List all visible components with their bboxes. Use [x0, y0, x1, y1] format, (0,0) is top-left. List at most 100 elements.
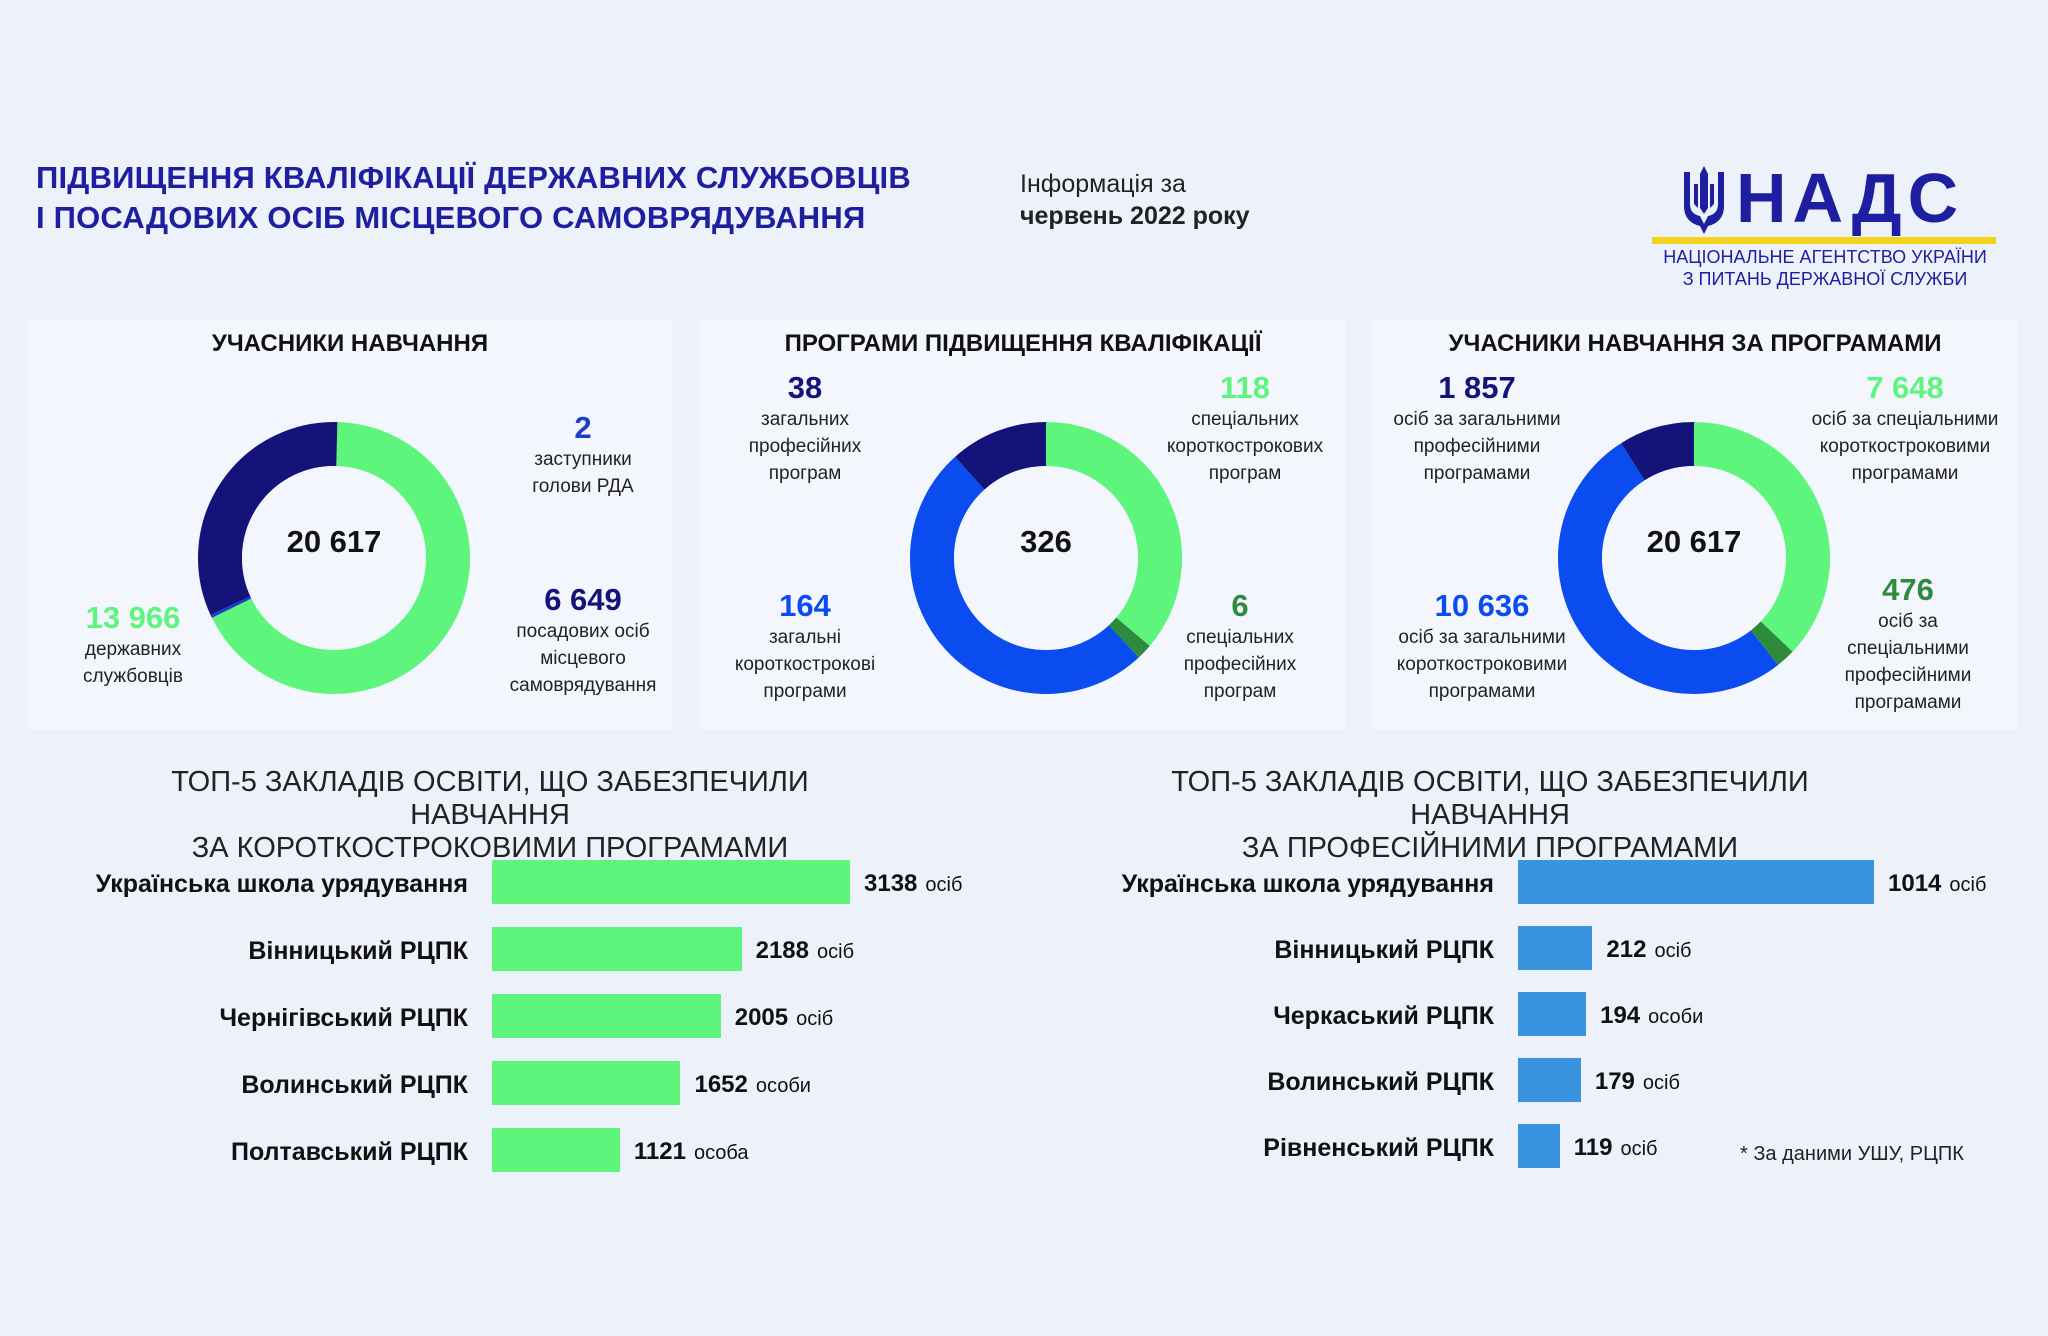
label-line: програм [1208, 463, 1282, 484]
bar-category-label: Волинський РЦПК [1267, 1068, 1494, 1096]
donut-segment [955, 422, 1047, 491]
bar-category-label: Вінницький РЦПК [248, 937, 468, 965]
legend-civil-servants: 13 966 державних службовців [48, 600, 218, 690]
bar-value: 1652 [694, 1071, 748, 1098]
bar-category-label: Вінницький РЦПК [1274, 936, 1494, 964]
value: 1 857 [1438, 370, 1516, 405]
bar [1518, 860, 1874, 904]
bar [492, 1128, 620, 1172]
bar-category-label: Полтавський РЦПК [230, 1138, 468, 1166]
logo-subtitle-line-2: З ПИТАНЬ ДЕРЖАВНОЇ СЛУЖБИ [1682, 269, 1968, 289]
bar-value: 179 [1594, 1068, 1635, 1095]
panel-title: УЧАСНИКИ НАВЧАННЯ ЗА ПРОГРАМАМИ [1448, 330, 1942, 357]
panel-participants: УЧАСНИКИ НАВЧАННЯ 20 617 13 966 державни… [28, 320, 672, 730]
bar-value-label: 1652 особи [694, 1071, 811, 1099]
donut-hole [954, 466, 1138, 650]
panel-title: ПРОГРАМИ ПІДВИЩЕННЯ КВАЛІФІКАЦІЇ [784, 330, 1262, 357]
bar-chart-professional-programs: Українська школа урядування 1014 осіб Вінни… [1024, 860, 2048, 1180]
label-line: програм [1203, 681, 1277, 702]
label-line: службовців [83, 666, 183, 687]
label-line: спеціальними [1847, 638, 1969, 659]
logo-accent-bar [1652, 237, 1996, 244]
bar-value: 2005 [734, 1004, 789, 1031]
title-line-1: ПІДВИЩЕННЯ КВАЛІФІКАЦІЇ ДЕРЖАВНИХ СЛУЖБО… [36, 160, 911, 195]
bar-unit: осіб [925, 874, 963, 896]
bar-category-label: Українська школа урядування [95, 870, 468, 898]
label-line: програми [763, 681, 847, 702]
value: 118 [1219, 370, 1270, 405]
value: 10 636 [1434, 588, 1530, 623]
label-line: осіб за [1878, 611, 1938, 632]
bar-value: 194 [1600, 1002, 1641, 1029]
bar-chart-short-title: ТОП-5 ЗАКЛАДІВ ОСВІТИ, ЩО ЗАБЕЗПЕЧИЛИ НА… [100, 766, 880, 865]
logo-subtitle-line-1: НАЦІОНАЛЬНЕ АГЕНТСТВО УКРАЇНИ [1663, 247, 1987, 267]
bar-value-label: 179 осіб [1595, 1068, 1680, 1096]
title-line-1: ТОП-5 ЗАКЛАДІВ ОСВІТИ, ЩО ЗАБЕЗПЕЧИЛИ НА… [171, 766, 809, 831]
donut-segment [1108, 617, 1150, 658]
label-line: професійних [1183, 654, 1297, 675]
donut-segment [198, 422, 338, 615]
bar-value: 119 [1573, 1134, 1613, 1161]
donut-chart-programs [910, 422, 1182, 694]
bar-value: 212 [1606, 936, 1647, 963]
bar-unit: особи [1648, 1006, 1704, 1028]
bar-value-label: 212 осіб [1606, 936, 1691, 964]
panel-participants-by-program: УЧАСНИКИ НАВЧАННЯ ЗА ПРОГРАМАМИ 20 617 1… [1372, 320, 2018, 730]
label-line: професійних [748, 436, 862, 457]
label-line: загальні [768, 627, 842, 648]
title-line-2: ЗА КОРОТКОСТРОКОВИМИ ПРОГРАМАМИ [191, 832, 789, 864]
bar [492, 860, 850, 904]
bar-unit: осіб [796, 1008, 834, 1030]
legend-general-professional-participants: 1 857 осіб за загальними професійними пр… [1372, 370, 1582, 487]
label-line: програмами [1851, 463, 1959, 484]
report-period: Інформація за червень 2022 року [1020, 168, 1250, 232]
legend-special-short-participants: 7 648 осіб за спеціальними короткостроко… [1792, 370, 2018, 487]
label-line: програмами [1423, 463, 1531, 484]
value: 38 [787, 370, 823, 405]
donut-hole [1602, 466, 1786, 650]
trident-icon [1684, 166, 1724, 234]
bar-unit: осіб [1642, 1072, 1680, 1094]
bar [1518, 1124, 1560, 1168]
bar-value-label: 3138 осіб [864, 870, 962, 898]
label-line: програмами [1428, 681, 1536, 702]
label-line: голови РДА [532, 476, 634, 497]
donut-hole [242, 466, 426, 650]
bar-category-label: Українська школа урядування [1121, 870, 1494, 898]
title-line-1: ТОП-5 ЗАКЛАДІВ ОСВІТИ, ЩО ЗАБЕЗПЕЧИЛИ НА… [1171, 766, 1809, 831]
label-line: спеціальних [1191, 409, 1299, 430]
legend-special-short: 118 спеціальних короткострокових програм [1150, 370, 1340, 487]
title-line-2: І ПОСАДОВИХ ОСІБ МІСЦЕВОГО САМОВРЯДУВАНН… [36, 200, 866, 235]
legend-local-officials: 6 649 посадових осіб місцевого самовряду… [468, 582, 698, 699]
footnote: * За даними УШУ, РЦПК [1740, 1143, 1964, 1165]
panel-programs: ПРОГРАМИ ПІДВИЩЕННЯ КВАЛІФІКАЦІЇ 326 38 … [700, 320, 1346, 730]
title-line-2: ЗА ПРОФЕСІЙНИМИ ПРОГРАМАМИ [1241, 832, 1739, 864]
label-line: державних [84, 639, 182, 660]
nads-logo: НАДС НАЦІОНАЛЬНЕ АГЕНТСТВО УКРАЇНИ З ПИТ… [1640, 160, 2020, 292]
label-line: програм [768, 463, 842, 484]
donut-segment [1045, 422, 1182, 646]
bar [1518, 1058, 1581, 1102]
value: 164 [779, 588, 831, 623]
legend-general-professional: 38 загальних професійних програм [710, 370, 900, 487]
period-line-1: Інформація за [1020, 170, 1186, 198]
label-line: професійними [1413, 436, 1541, 457]
bar-category-label: Чернігівський РЦПК [219, 1004, 468, 1032]
bar-value: 3138 [864, 870, 918, 897]
value: 476 [1882, 572, 1934, 607]
donut-total: 20 617 [286, 524, 382, 559]
label-line: загальних [761, 409, 849, 430]
bar [492, 994, 721, 1038]
bar [492, 1061, 681, 1105]
bar-chart-professional-title: ТОП-5 ЗАКЛАДІВ ОСВІТИ, ЩО ЗАБЕЗПЕЧИЛИ НА… [1100, 766, 1880, 865]
bar-value: 2188 [755, 937, 809, 964]
donut-segment [1750, 621, 1793, 665]
bar-value-label: 1014 осіб [1888, 870, 1986, 898]
donut-segment [210, 596, 252, 618]
donut-segment [1558, 443, 1778, 694]
bar-value-label: 1121 особа [634, 1138, 749, 1166]
bar-value-label: 2188 осіб [756, 937, 854, 965]
logo-name: НАДС [1736, 159, 1965, 237]
bar-unit: осіб [817, 941, 855, 963]
bar-unit: осіб [1620, 1138, 1658, 1160]
